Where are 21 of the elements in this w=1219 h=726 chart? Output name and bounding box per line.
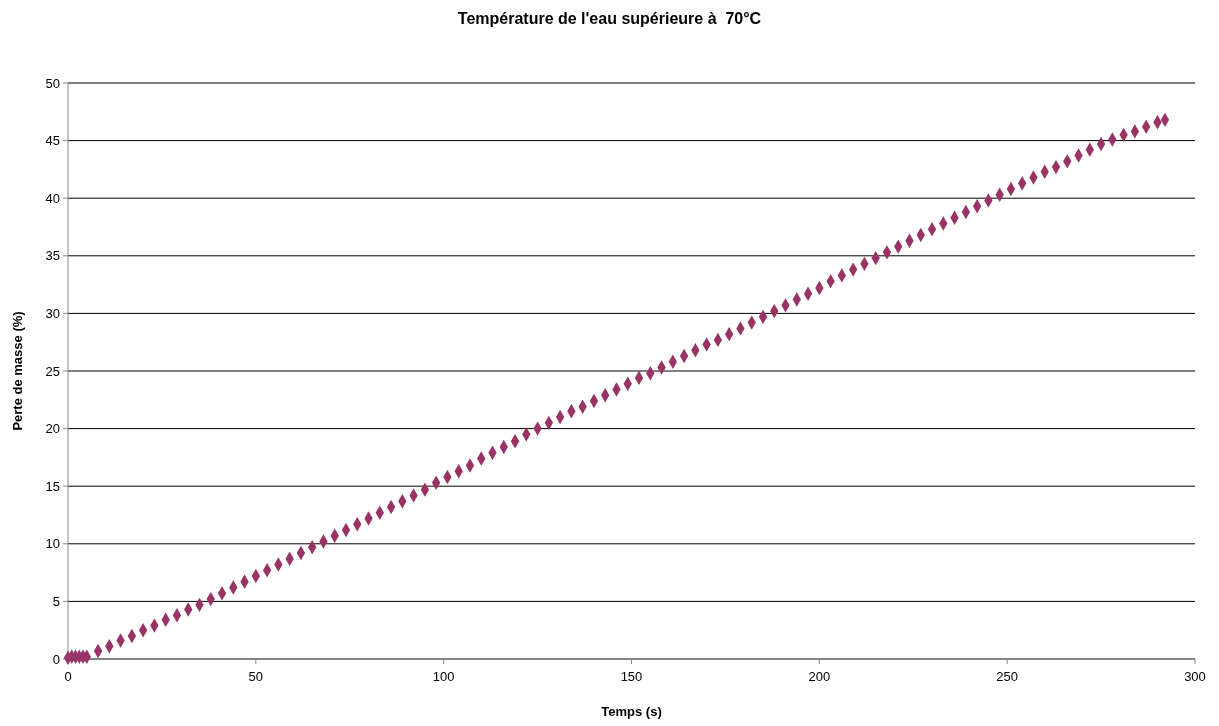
x-tick-label: 300: [1184, 669, 1206, 684]
y-tick-label: 40: [45, 190, 60, 206]
x-tick-label: 100: [432, 669, 455, 684]
y-axis-title: Perte de masse (%): [10, 311, 25, 431]
x-tick-label: 150: [620, 669, 643, 684]
y-tick-label: 25: [45, 363, 60, 379]
y-tick-label: 0: [52, 651, 60, 667]
chart-title: Température de l'eau supérieure à 70°C: [457, 10, 762, 27]
y-tick-label: 50: [45, 75, 60, 91]
y-tick-label: 5: [52, 593, 60, 609]
x-tick-label: 250: [996, 669, 1019, 684]
x-axis-title: Temps (s): [601, 704, 662, 719]
y-tick-label: 15: [45, 478, 60, 494]
x-tick-label: 200: [808, 669, 831, 684]
x-tick-label: 0: [64, 669, 72, 684]
y-tick-label: 20: [45, 421, 60, 437]
y-tick-label: 10: [45, 536, 60, 552]
x-tick-label: 50: [248, 669, 264, 684]
y-tick-label: 35: [45, 248, 60, 264]
y-tick-label: 30: [45, 305, 60, 321]
y-tick-label: 45: [45, 133, 60, 149]
